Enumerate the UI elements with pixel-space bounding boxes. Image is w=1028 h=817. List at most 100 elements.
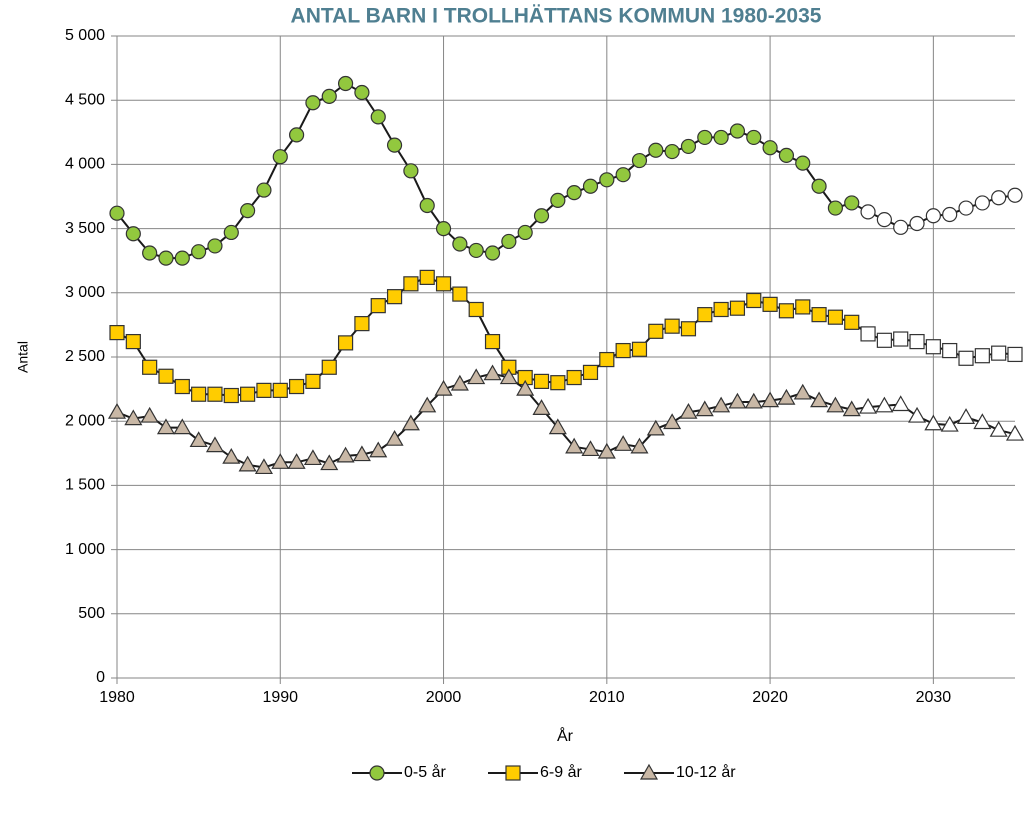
marker — [615, 342, 631, 359]
marker — [435, 221, 452, 237]
marker — [795, 155, 811, 171]
marker — [142, 245, 158, 261]
marker — [254, 458, 273, 475]
marker — [876, 212, 892, 228]
marker — [505, 765, 521, 781]
marker — [778, 303, 795, 319]
marker — [191, 386, 207, 402]
marker — [483, 364, 502, 381]
marker — [158, 250, 174, 266]
marker — [566, 185, 582, 201]
x-tick-label: 1980 — [99, 689, 135, 706]
marker — [582, 364, 599, 381]
marker — [631, 341, 648, 357]
marker — [697, 307, 713, 323]
marker — [320, 454, 339, 471]
y-tick-label: 4 500 — [65, 91, 105, 108]
marker — [728, 392, 747, 409]
x-tick-label: 1990 — [262, 689, 298, 706]
marker — [419, 269, 435, 285]
marker — [956, 408, 976, 424]
marker — [942, 342, 958, 359]
marker — [826, 396, 845, 413]
marker — [256, 182, 272, 198]
marker — [648, 142, 664, 158]
marker — [630, 437, 649, 454]
marker — [958, 350, 974, 366]
marker — [664, 143, 680, 160]
marker — [924, 414, 943, 431]
marker — [893, 331, 909, 347]
marker — [974, 348, 990, 364]
marker — [222, 447, 241, 464]
marker — [761, 391, 780, 408]
marker — [238, 455, 257, 472]
marker — [223, 224, 239, 241]
y-tick-label: 2 000 — [65, 412, 105, 429]
marker — [639, 763, 659, 780]
marker — [1007, 187, 1023, 203]
marker — [860, 326, 876, 342]
marker — [565, 437, 584, 454]
marker — [679, 403, 698, 419]
marker — [891, 395, 910, 412]
marker — [695, 400, 714, 417]
marker — [337, 335, 354, 351]
marker — [712, 396, 731, 413]
marker — [533, 373, 550, 389]
marker — [305, 373, 321, 389]
marker — [581, 440, 600, 457]
marker — [876, 332, 892, 348]
marker — [124, 409, 143, 426]
marker — [548, 418, 567, 435]
marker — [860, 204, 876, 220]
y-tick-label: 2 500 — [65, 348, 105, 365]
y-tick-label: 4 000 — [65, 156, 105, 173]
marker — [240, 386, 256, 402]
marker — [501, 233, 517, 250]
marker — [256, 382, 272, 398]
marker — [303, 449, 322, 466]
x-axis-label: År — [557, 726, 574, 745]
marker — [599, 351, 615, 368]
marker — [272, 149, 288, 165]
marker — [973, 413, 992, 430]
marker — [631, 152, 648, 169]
marker — [958, 200, 974, 216]
marker — [435, 276, 452, 292]
marker — [793, 383, 812, 400]
marker — [452, 236, 468, 252]
legend-label: 10-12 år — [676, 763, 736, 781]
marker — [614, 435, 633, 451]
x-tick-label: 2030 — [916, 689, 952, 706]
marker — [125, 333, 141, 350]
marker — [991, 190, 1007, 206]
y-tick-label: 0 — [96, 669, 105, 686]
marker — [385, 429, 404, 446]
marker — [142, 359, 158, 375]
marker — [746, 129, 762, 146]
marker — [909, 215, 925, 232]
y-tick-label: 1 000 — [65, 541, 105, 558]
marker — [434, 379, 453, 396]
marker — [418, 396, 437, 413]
marker — [484, 245, 501, 261]
marker — [925, 339, 941, 355]
marker — [942, 206, 958, 223]
marker — [109, 205, 125, 221]
marker — [991, 345, 1007, 361]
marker — [354, 84, 370, 101]
marker — [795, 299, 811, 315]
marker — [205, 436, 224, 453]
marker — [484, 333, 501, 350]
marker — [1005, 424, 1025, 441]
marker — [615, 167, 631, 183]
marker — [550, 192, 566, 208]
x-tick-label: 2010 — [589, 689, 625, 706]
marker — [156, 418, 176, 435]
marker — [875, 396, 894, 413]
marker — [989, 420, 1008, 437]
marker — [729, 123, 746, 139]
marker — [778, 147, 795, 164]
marker — [173, 418, 192, 435]
